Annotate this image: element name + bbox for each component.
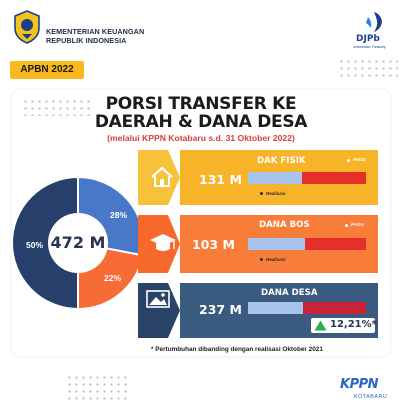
pagu-marker <box>347 159 350 162</box>
landscape-icon <box>146 290 170 308</box>
realisasi-label: Realisasi <box>266 191 286 196</box>
realisasi-marker <box>260 258 263 261</box>
donut-label-dana-bos: 22% <box>104 273 122 283</box>
ministry-name: KEMENTERIAN KEUANGAN REPUBLIK INDONESIA <box>46 27 144 45</box>
apbn-badge: APBN 2022 <box>10 61 84 79</box>
pagu-bar <box>248 238 366 250</box>
graduation-cap-icon <box>150 234 176 251</box>
page-subtitle: (melalui KPPN Kotabaru s.d. 31 Oktober 2… <box>107 133 295 143</box>
arrow-up-icon <box>314 320 327 331</box>
row-amount: 131 M <box>199 172 242 187</box>
decorative-dots <box>338 58 398 80</box>
donut-label-dak-fisik: 28% <box>110 210 128 220</box>
footnote: * Pertumbuhan dibanding dengan realisasi… <box>151 346 323 353</box>
title-line-2: DAERAH & DANA DESA <box>94 112 308 132</box>
donut-total: 472 M <box>50 233 106 252</box>
djpb-wordmark: DJPb <box>356 34 380 44</box>
pagu-label: PAGU <box>353 157 366 162</box>
row-amount: 103 M <box>192 237 235 252</box>
decorative-dots <box>66 374 128 404</box>
kppn-logo: KPPN KOTABARU <box>338 373 398 403</box>
kppn-wordmark: KPPN <box>340 377 379 392</box>
title-line-1: PORSI TRANSFER KE <box>105 94 297 114</box>
donut-label-dana-desa: 50% <box>26 240 44 250</box>
ministry-line-1: KEMENTERIAN KEUANGAN <box>46 27 145 36</box>
donut-chart <box>11 175 145 311</box>
realisasi-bar <box>248 302 304 314</box>
djpb-logo: DJPb Indonesian Treasury <box>348 11 400 55</box>
donut-hole <box>48 213 108 273</box>
djpb-tagline: Indonesian Treasury <box>353 45 386 49</box>
row-amount: 237 M <box>199 302 242 317</box>
realisasi-bar <box>248 238 305 250</box>
row-title: DANA DESA <box>261 288 318 298</box>
realisasi-marker <box>260 192 263 195</box>
realisasi-bar <box>248 172 303 184</box>
page-title: PORSI TRANSFER KE DAERAH & DANA DESA <box>76 95 326 131</box>
growth-badge <box>311 318 375 333</box>
growth-value: 12,21%* <box>330 319 377 330</box>
djpb-emblem-icon <box>366 12 382 32</box>
decorative-dots <box>22 98 90 116</box>
row-chevron <box>138 150 180 205</box>
realisasi-label: Realisasi <box>266 257 286 262</box>
pagu-bar <box>248 302 366 314</box>
kemenkeu-logo-icon <box>14 10 40 44</box>
pagu-marker <box>345 224 348 227</box>
pagu-label: PAGU <box>351 222 364 227</box>
row-title: DANA BOS <box>259 220 310 230</box>
row-title: DAK FISIK <box>257 156 306 166</box>
kppn-office: KOTABARU <box>354 394 388 400</box>
donut-segment-dana-desa <box>11 175 79 311</box>
house-icon <box>151 166 173 187</box>
pagu-bar <box>248 172 366 184</box>
ministry-line-2: REPUBLIK INDONESIA <box>46 36 127 45</box>
